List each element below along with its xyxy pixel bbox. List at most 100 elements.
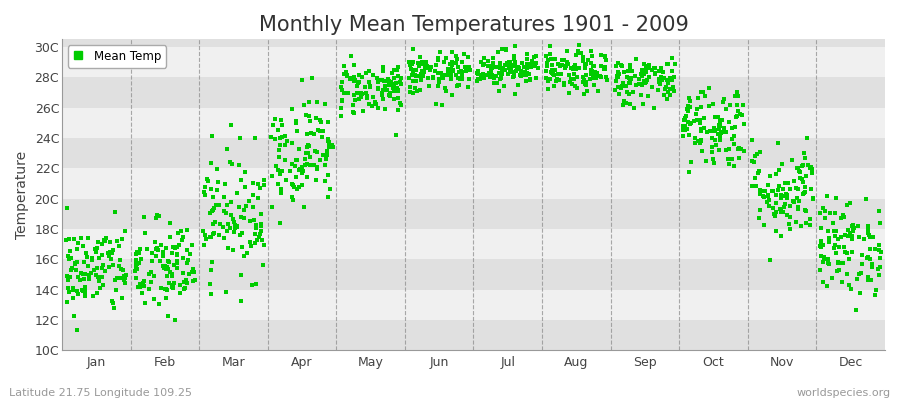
Point: [511, 81, 526, 88]
Point: [543, 76, 557, 82]
Point: [294, 164, 309, 170]
Point: [230, 223, 244, 229]
Point: [803, 222, 817, 229]
Point: [337, 90, 351, 96]
Point: [180, 280, 194, 286]
Point: [216, 224, 230, 230]
Point: [391, 73, 405, 79]
Point: [690, 106, 705, 112]
Point: [861, 276, 876, 283]
Point: [254, 228, 268, 234]
Point: [382, 78, 396, 84]
Point: [651, 87, 665, 93]
Point: [145, 250, 159, 256]
Point: [658, 86, 672, 92]
Point: [254, 211, 268, 217]
Point: [860, 274, 875, 281]
Point: [599, 77, 614, 84]
Point: [644, 84, 659, 90]
Point: [274, 190, 288, 196]
Point: [80, 254, 94, 260]
Point: [408, 85, 422, 91]
Point: [793, 174, 807, 181]
Point: [568, 82, 582, 89]
Point: [461, 84, 475, 90]
Point: [580, 57, 595, 63]
Point: [94, 264, 109, 271]
Point: [201, 178, 215, 184]
Point: [454, 72, 469, 79]
Point: [383, 79, 398, 85]
Point: [813, 210, 827, 216]
Point: [130, 261, 144, 267]
Point: [680, 108, 695, 114]
Point: [454, 67, 469, 74]
Point: [498, 67, 512, 73]
Point: [652, 79, 666, 86]
Point: [621, 68, 635, 74]
Point: [183, 250, 197, 257]
Point: [244, 242, 258, 249]
Point: [472, 71, 486, 78]
Point: [707, 160, 722, 166]
Point: [143, 279, 157, 285]
Point: [750, 150, 764, 157]
Point: [520, 50, 535, 57]
Point: [180, 260, 194, 266]
Point: [637, 71, 652, 77]
Point: [511, 64, 526, 70]
Point: [232, 204, 247, 210]
Point: [760, 199, 775, 206]
Point: [761, 182, 776, 188]
Point: [574, 50, 589, 56]
Point: [490, 80, 504, 86]
Point: [823, 210, 837, 216]
Point: [95, 282, 110, 288]
Point: [509, 66, 524, 72]
Point: [129, 251, 143, 257]
Point: [545, 67, 560, 73]
Point: [301, 150, 315, 156]
Point: [526, 60, 540, 66]
Point: [861, 254, 876, 261]
Point: [525, 64, 539, 70]
Point: [371, 79, 385, 86]
Point: [860, 274, 875, 280]
Point: [491, 88, 506, 94]
Point: [358, 90, 373, 97]
Point: [752, 215, 767, 221]
Point: [145, 258, 159, 264]
Point: [243, 218, 257, 225]
Point: [499, 46, 513, 52]
Point: [494, 75, 508, 81]
Point: [350, 83, 365, 89]
Point: [448, 60, 463, 66]
Point: [69, 246, 84, 252]
Point: [87, 246, 102, 252]
Point: [197, 189, 211, 195]
Point: [202, 281, 217, 288]
Point: [572, 65, 586, 72]
Point: [403, 60, 418, 66]
Point: [821, 228, 835, 234]
Point: [104, 255, 118, 262]
Point: [365, 103, 380, 110]
Point: [678, 122, 692, 129]
Point: [162, 279, 176, 286]
Point: [541, 86, 555, 92]
Point: [539, 52, 554, 59]
Point: [584, 60, 598, 66]
Point: [358, 69, 373, 76]
Point: [376, 96, 391, 102]
Point: [697, 125, 711, 131]
Point: [249, 237, 264, 244]
Point: [271, 180, 285, 187]
Point: [284, 168, 298, 174]
Point: [598, 66, 612, 73]
Point: [622, 91, 636, 98]
Point: [285, 197, 300, 204]
Point: [237, 206, 251, 213]
Point: [843, 200, 858, 207]
Point: [571, 74, 585, 80]
Point: [375, 92, 390, 98]
